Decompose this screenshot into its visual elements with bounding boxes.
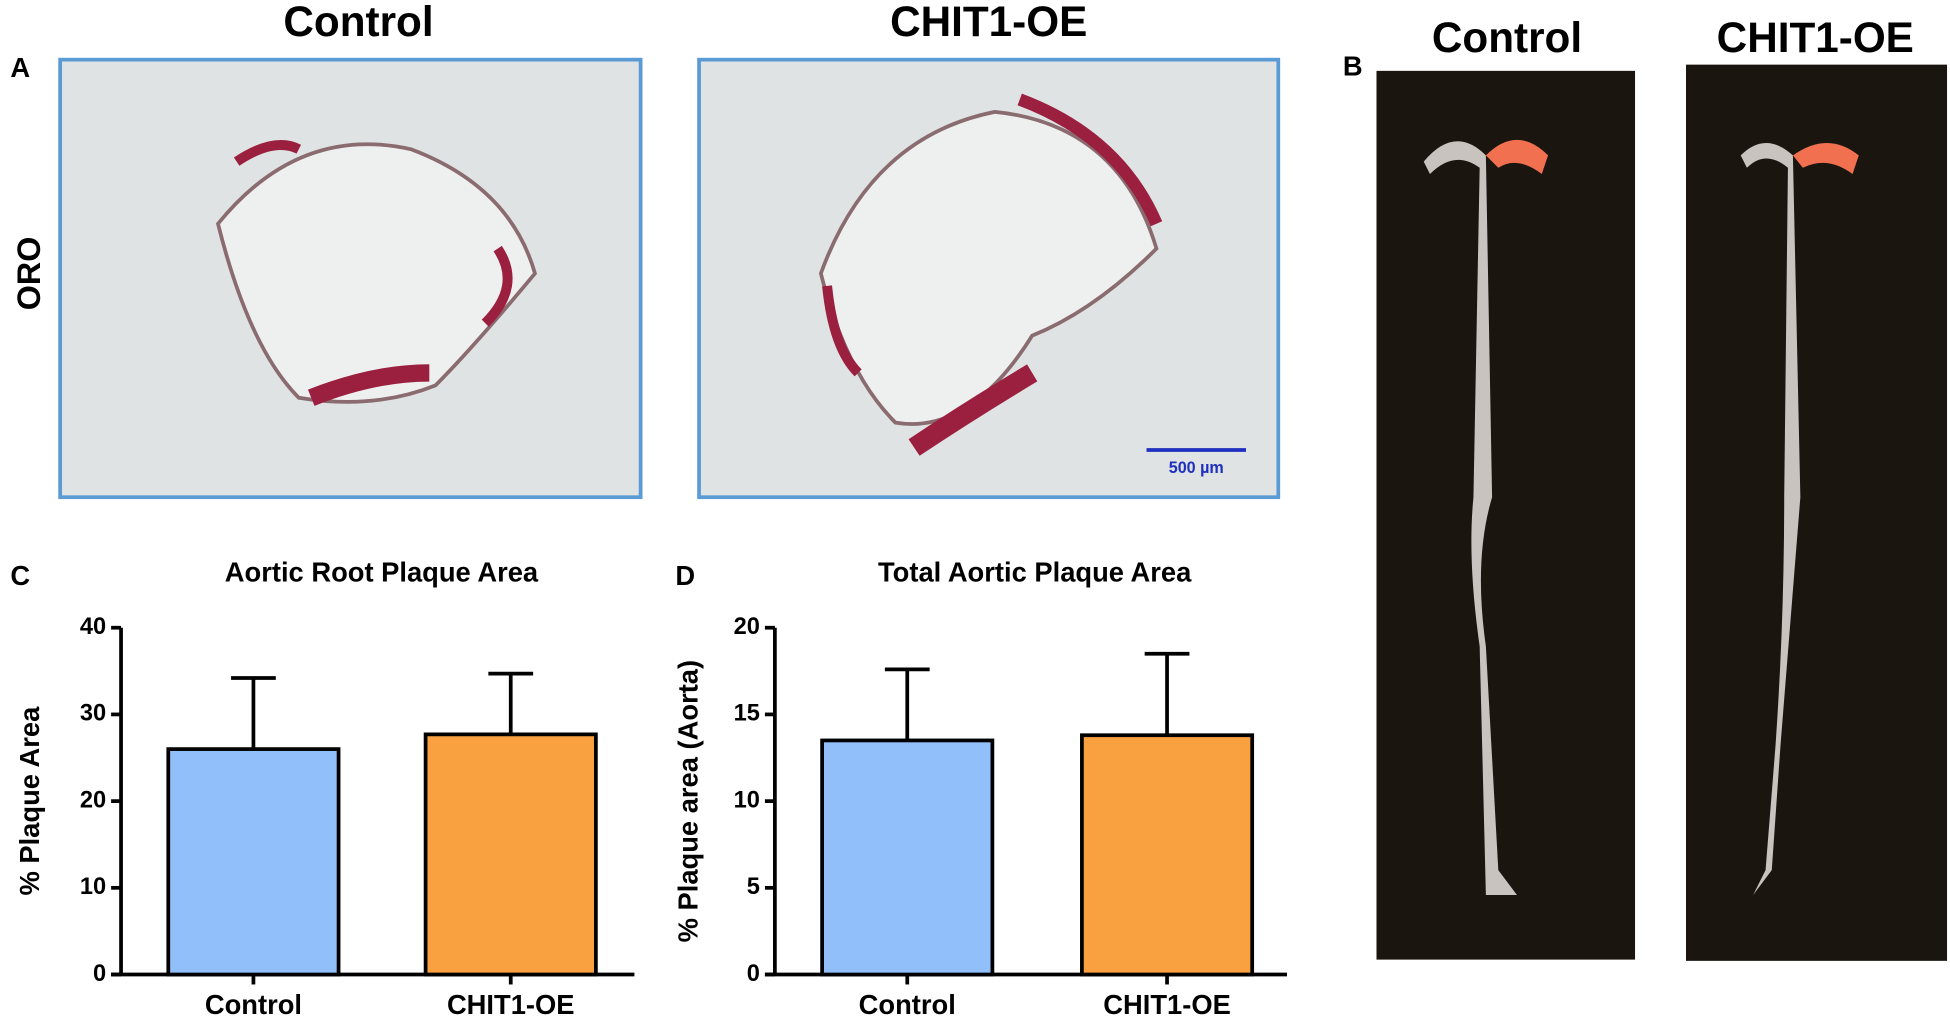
column-header: CHIT1-OE bbox=[1717, 14, 1914, 61]
y-tick-label: 30 bbox=[80, 701, 106, 727]
panel-label: C bbox=[10, 560, 30, 591]
y-axis-label: % Plaque area (Aorta) bbox=[673, 660, 704, 942]
x-tick-label: Control bbox=[205, 989, 302, 1020]
y-tick-label: 10 bbox=[80, 874, 106, 900]
column-header: CHIT1-OE bbox=[890, 0, 1087, 45]
y-tick-label: 5 bbox=[747, 874, 760, 900]
bar bbox=[423, 732, 598, 977]
panel-label: A bbox=[10, 52, 30, 83]
y-tick-label: 10 bbox=[734, 787, 760, 813]
y-tick-label: 40 bbox=[80, 614, 106, 640]
bar bbox=[1080, 733, 1255, 977]
y-tick-label: 20 bbox=[80, 787, 106, 813]
scale-bar-label: 500 µm bbox=[1169, 459, 1224, 477]
column-header: Control bbox=[1432, 14, 1582, 61]
x-tick-label: CHIT1-OE bbox=[1103, 989, 1231, 1020]
y-tick-label: 20 bbox=[734, 614, 760, 640]
bar bbox=[820, 738, 995, 977]
y-axis-label: % Plaque Area bbox=[14, 706, 45, 896]
histology-image-control bbox=[58, 57, 643, 500]
bar bbox=[166, 747, 341, 977]
chart-title: Aortic Root Plaque Area bbox=[225, 556, 539, 587]
chart-title: Total Aortic Plaque Area bbox=[878, 556, 1192, 587]
panel-label: B bbox=[1343, 51, 1363, 82]
x-tick-label: Control bbox=[859, 989, 956, 1020]
aorta-image-chit1 bbox=[1686, 64, 1948, 961]
y-tick-label: 0 bbox=[747, 961, 760, 987]
x-tick-label: CHIT1-OE bbox=[447, 989, 575, 1020]
panel-label: D bbox=[675, 560, 695, 591]
y-tick-label: 15 bbox=[734, 701, 760, 727]
histology-image-chit1: 500 µm bbox=[697, 57, 1281, 500]
y-tick-label: 0 bbox=[93, 961, 106, 987]
column-header: Control bbox=[283, 0, 433, 45]
aorta-image-control bbox=[1376, 70, 1636, 960]
row-label: ORO bbox=[11, 237, 47, 311]
